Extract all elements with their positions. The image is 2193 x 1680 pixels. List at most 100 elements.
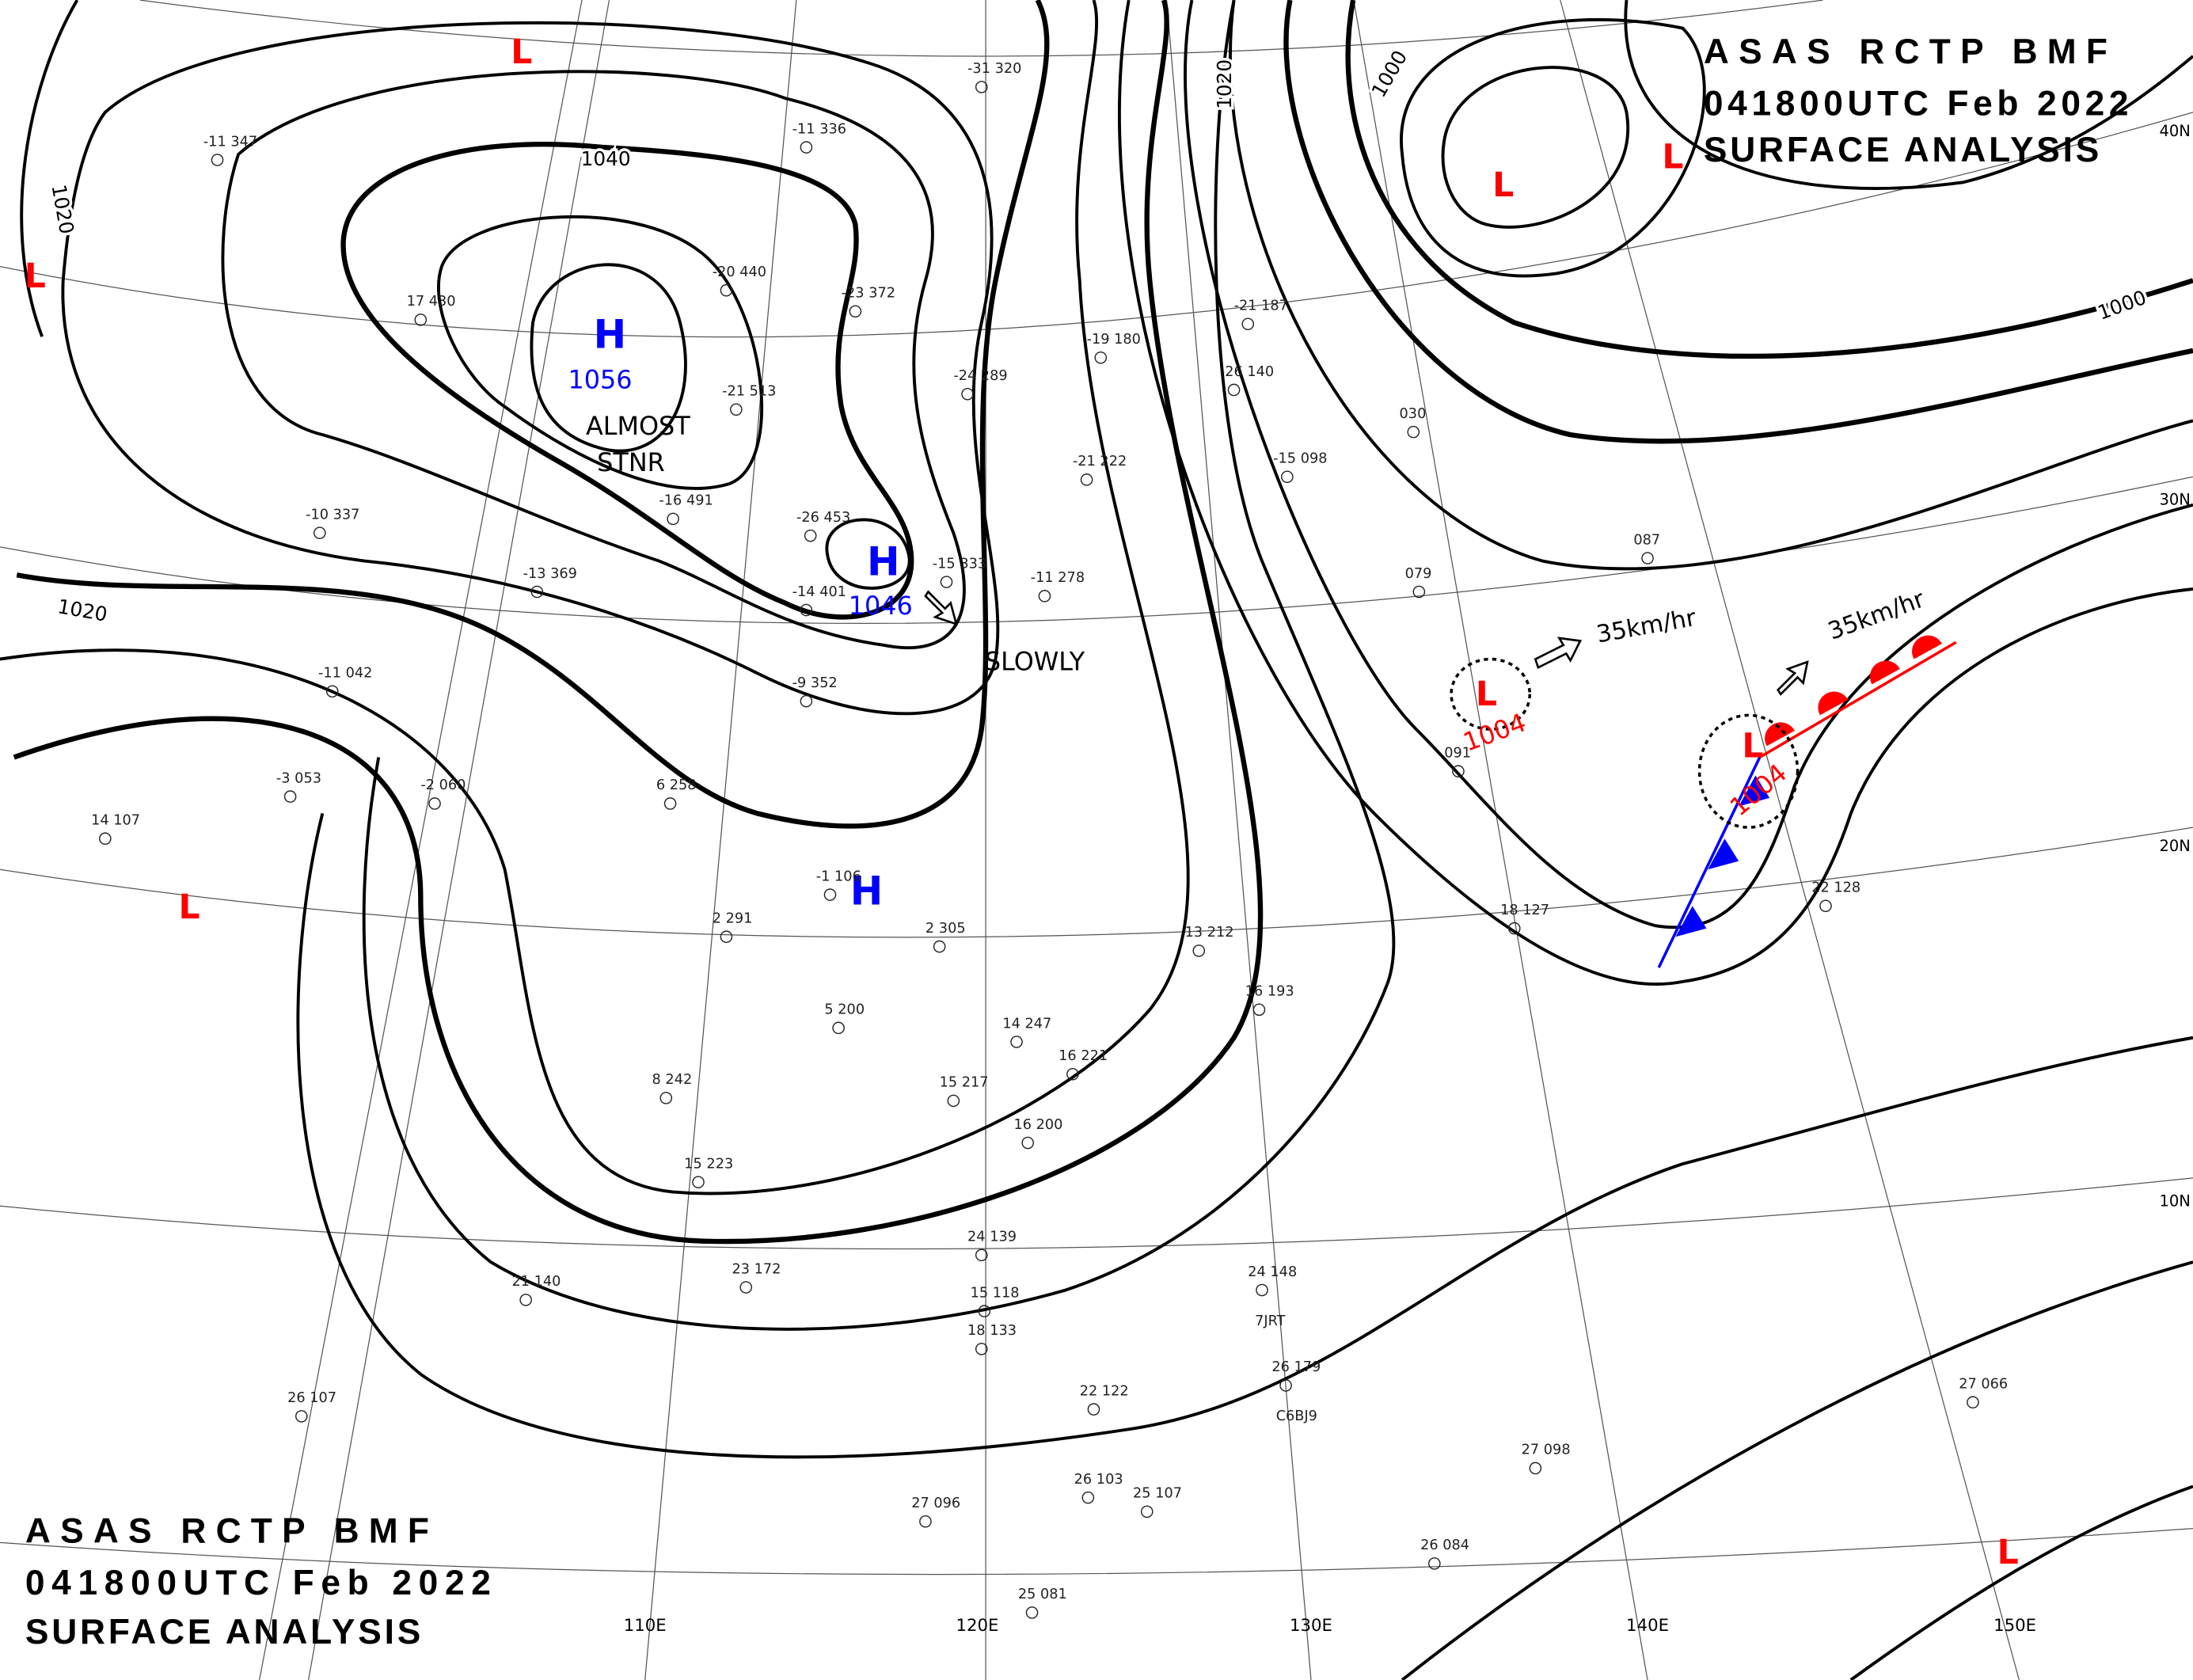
isobar [1345,0,2193,359]
station-circle [1256,1283,1268,1297]
low-symbol: L [1997,1534,2019,1572]
low-symbol: L [1742,728,1763,766]
station-data: -21 513 [722,384,776,400]
isobar [1118,0,2193,986]
station-circle [919,1515,932,1528]
station-circle [1241,317,1255,331]
high-pressure: 1046 [849,591,913,621]
isobar [221,70,966,650]
station-data: 15 118 [971,1285,1020,1301]
station-data: -10 337 [306,507,359,523]
isobar [1283,0,2193,444]
station-data: -15 333 [933,556,986,572]
station-circle [325,685,339,698]
meridian [644,0,797,1680]
station-data: -15 098 [1273,451,1327,467]
motion-arrow [924,590,958,626]
station-circle [99,832,112,846]
station-circle [978,1305,991,1317]
low-circle [1697,713,1800,829]
station-circle [414,314,428,326]
station-circle [1081,1491,1095,1504]
station-data: 23 172 [732,1261,781,1277]
meridian [1560,0,2020,1680]
station-data: 18 127 [1500,903,1549,918]
station-data: 16 200 [1014,1117,1063,1133]
latitude-line [0,476,2193,625]
station-data: 15 223 [684,1156,733,1172]
station-data: -2 060 [420,777,466,793]
isobar [1184,0,2193,929]
isobar-label: 1040 [581,147,631,170]
station-data: 16 193 [1245,984,1294,1000]
station-circle [428,797,441,810]
low-symbol: L [25,257,46,296]
fronts [924,590,1957,968]
station-circle [519,1294,532,1306]
station-data: 7JRT [1255,1313,1285,1329]
latitude-label: 20N [2159,837,2190,855]
isobar [296,812,2193,1459]
station-data: 26 103 [1074,1472,1123,1488]
station-circle [1087,1403,1100,1416]
station-circle [975,1249,988,1262]
station-circle [1025,1606,1039,1619]
station-data: 26 084 [1420,1537,1469,1553]
station-circle [800,694,813,708]
station-circle [800,141,813,154]
meridian [1353,0,1648,1680]
station-circle [823,888,837,901]
isobar [1441,66,1630,229]
motion-arrow [1777,660,1809,696]
station-circle [947,1094,960,1108]
station-data: 27 096 [911,1496,960,1511]
station-circle [1279,1379,1292,1392]
isobar [825,518,911,590]
station-circle [720,930,733,943]
latitude-line [0,827,2193,938]
latitude-line [0,1177,2193,1250]
station-data: 14 247 [1002,1016,1051,1032]
station-data: -21 187 [1234,298,1288,314]
motion-arrow [1534,637,1583,670]
station-circle [1529,1461,1542,1475]
station-data: 21 140 [511,1274,561,1290]
latitude-label: 10N [2159,1192,2190,1210]
station-data: 2 291 [713,910,753,926]
meridian [1165,0,1312,1680]
station-circle [975,1343,988,1355]
high-symbol: H [594,311,627,357]
isobar [20,0,79,337]
station-data: -26 140 [1220,364,1274,380]
station-data: -19 180 [1087,332,1141,348]
station-circle [1021,1136,1035,1150]
station-data: -23 372 [842,286,895,302]
station-data: 13 212 [1185,925,1234,941]
high-symbol: H [850,868,884,914]
station-data: 24 148 [1248,1264,1297,1280]
station-data: 27 066 [1959,1377,2008,1393]
station-circle [739,1281,753,1294]
isobar [61,21,1000,716]
station-circle [849,305,862,318]
low-symbol: L [179,888,200,927]
high-symbol: H [867,538,900,584]
cold-front-triangles [1675,775,1770,937]
isobar [437,215,764,490]
station-circle [283,790,297,803]
station-circle [1010,1036,1023,1048]
station-circle [804,529,817,542]
station-circle [1227,383,1241,397]
isobar-label: 1020 [1213,59,1236,109]
station-data: 27 098 [1522,1442,1571,1458]
station-circle [940,576,953,588]
station-data: 5 200 [824,1002,865,1018]
station-data: -13 369 [523,566,577,582]
station-data: 079 [1405,566,1432,582]
station-data: -26 453 [796,510,850,526]
station-circle [659,1092,673,1104]
station-data: 24 139 [967,1230,1017,1245]
station-data: -14 401 [792,584,846,600]
station-circle [933,940,946,953]
